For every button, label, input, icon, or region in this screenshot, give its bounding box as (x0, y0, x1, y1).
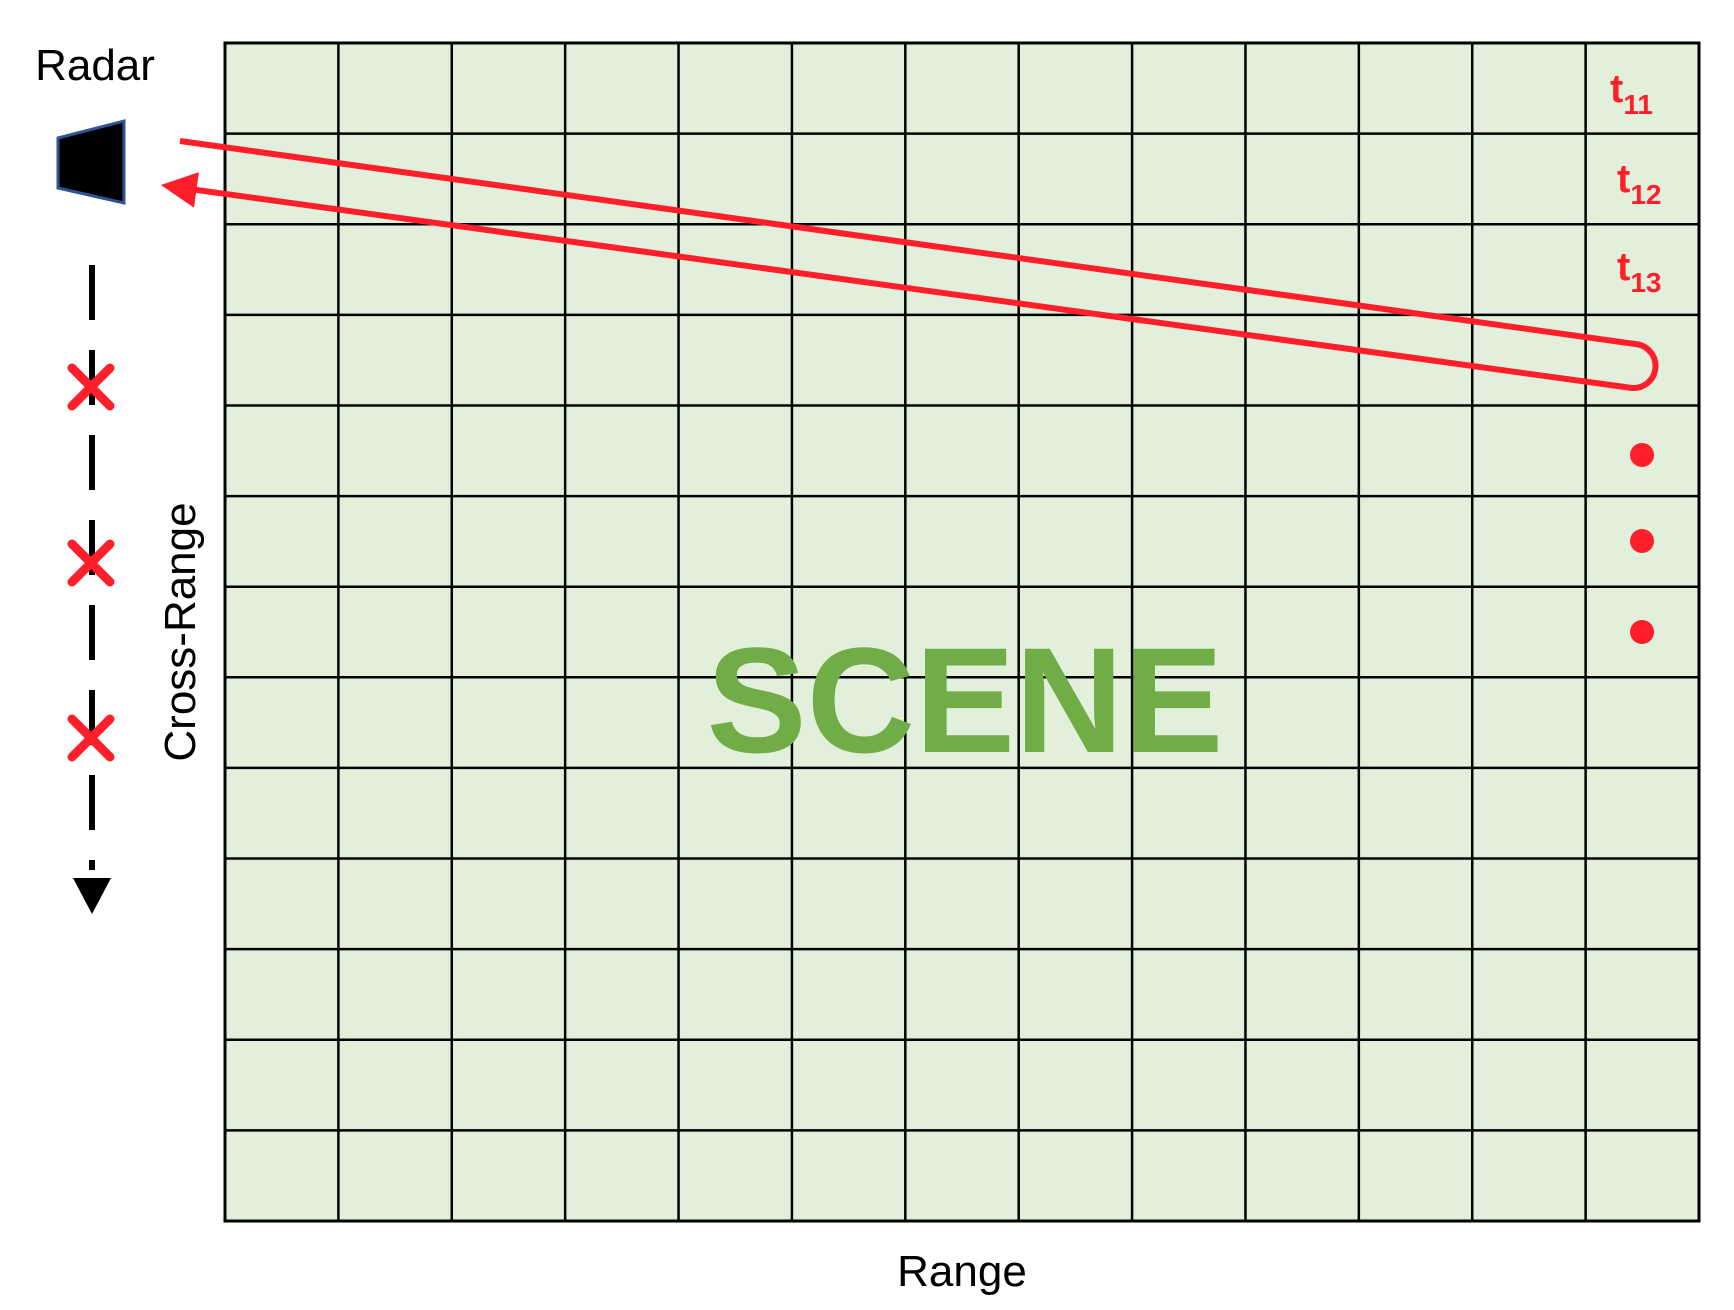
range-label: Range (897, 1247, 1027, 1296)
cross-mark-icon (67, 363, 115, 411)
signal-path-arrow (160, 138, 1659, 392)
down-arrow-icon (73, 878, 111, 914)
cross-mark-icon (67, 714, 115, 762)
cross-mark-icon (67, 539, 115, 587)
radar-antenna-icon (56, 119, 126, 205)
scene-grid (223, 41, 1701, 1223)
scene-grid-background (223, 41, 1701, 1223)
radar-position-markers (67, 363, 115, 762)
time-label: t11 (1610, 67, 1653, 120)
cross-range-label: Cross-Range (156, 502, 205, 761)
dot (1630, 620, 1654, 644)
time-labels: t11 t12 t13 (1610, 67, 1661, 298)
radar-label: Radar (35, 41, 155, 90)
scene-label: SCENE (707, 616, 1224, 784)
dot (1630, 443, 1654, 467)
time-label: t12 (1617, 157, 1661, 210)
dot (1630, 529, 1654, 553)
cross-range-axis (67, 265, 115, 914)
continuation-dots-icon (1630, 443, 1654, 644)
time-label: t13 (1617, 245, 1661, 298)
